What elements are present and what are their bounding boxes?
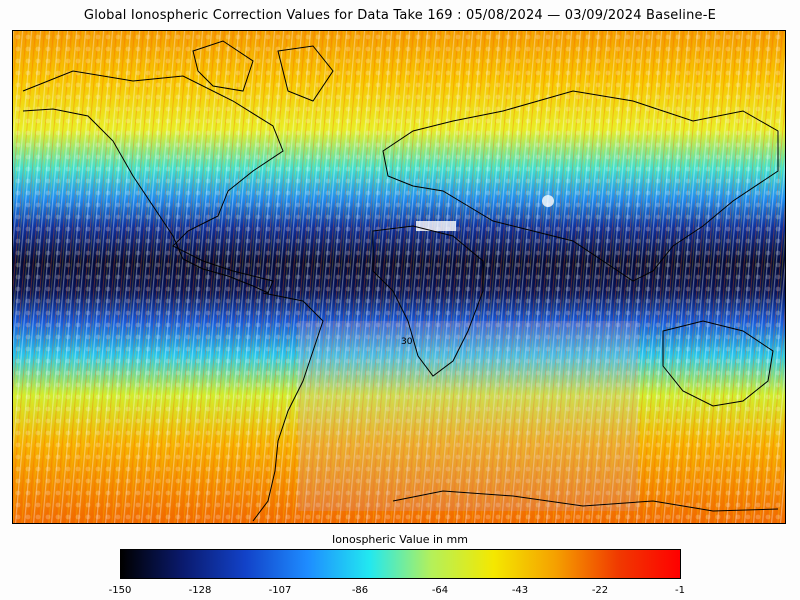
colorbar-tick: -1 — [675, 585, 685, 596]
ionosphere-map: 30 — [12, 30, 786, 524]
data-gap — [416, 221, 456, 231]
eurasia-coast — [382, 90, 779, 282]
antarctica-coast — [392, 490, 779, 512]
south-atlantic-region — [298, 321, 638, 511]
colorbar — [120, 549, 681, 579]
chart-title: Global Ionospheric Correction Values for… — [83, 8, 717, 23]
coastlines — [22, 40, 779, 522]
colorbar-tick: -107 — [268, 585, 292, 596]
africa-coast — [372, 225, 484, 377]
colorbar-title: Ionospheric Value in mm — [332, 533, 468, 546]
north-america-coast — [22, 70, 284, 294]
map-label: 30 — [401, 337, 413, 347]
arctic-island — [192, 40, 254, 92]
australia-coast — [662, 320, 774, 407]
south-america-coast — [252, 292, 324, 522]
map-plot: 30 — [13, 31, 785, 523]
colorbar-tick: -150 — [108, 585, 132, 596]
greenland-coast — [277, 45, 334, 102]
colorbar-tick: -86 — [351, 585, 369, 596]
colorbar-tick: -22 — [591, 585, 609, 596]
colorbar-tick: -64 — [431, 585, 449, 596]
colorbar-tick: -128 — [188, 585, 212, 596]
colorbar-tick: -43 — [511, 585, 529, 596]
data-gap — [542, 195, 554, 207]
